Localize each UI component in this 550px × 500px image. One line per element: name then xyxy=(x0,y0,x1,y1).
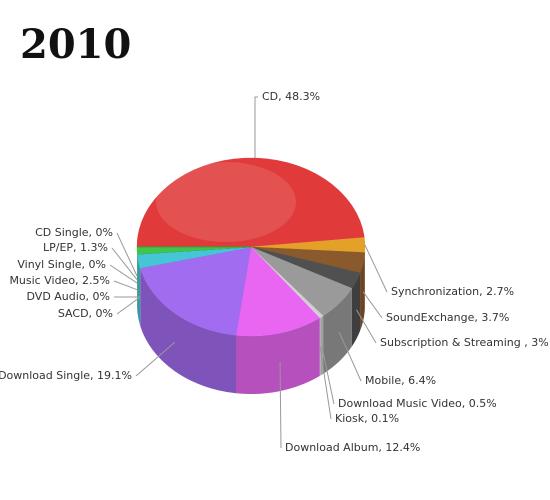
slice xyxy=(136,157,365,248)
slice-side xyxy=(236,318,320,394)
data-label: Kiosk, 0.1% xyxy=(335,412,399,425)
leader-line xyxy=(135,341,176,377)
slice-side xyxy=(360,252,365,331)
leader-line xyxy=(356,309,377,344)
slice xyxy=(139,246,252,336)
data-label: Music Video, 2.5% xyxy=(9,274,110,287)
data-label: CD, 48.3% xyxy=(262,90,320,103)
leader-line xyxy=(116,296,141,315)
data-label: DVD Audio, 0% xyxy=(27,290,110,303)
data-label: Download Album, 12.4% xyxy=(285,441,420,454)
chart-title: 2010 xyxy=(20,21,131,68)
leader-line xyxy=(362,291,383,319)
slice xyxy=(235,246,321,337)
slice-side xyxy=(140,268,237,394)
data-label: Download Music Video, 0.5% xyxy=(338,397,497,410)
leader-line xyxy=(364,244,388,293)
leader-line xyxy=(321,345,335,405)
data-label: SoundExchange, 3.7% xyxy=(386,311,509,324)
data-label: Vinyl Single, 0% xyxy=(17,258,106,271)
leader-line xyxy=(109,264,138,284)
leader-line xyxy=(113,280,139,291)
data-label: Subscription & Streaming , 3% xyxy=(380,336,549,349)
data-label: LP/EP, 1.3% xyxy=(43,241,108,254)
leader-line xyxy=(279,362,282,449)
leader-line xyxy=(116,232,138,277)
leader-line xyxy=(338,332,362,382)
slice-side xyxy=(137,254,141,327)
slice-side xyxy=(351,272,361,347)
leader-line xyxy=(111,247,138,280)
data-label: SACD, 0% xyxy=(58,307,113,320)
data-label: Mobile, 6.4% xyxy=(365,374,436,387)
data-label: Synchronization, 2.7% xyxy=(391,285,514,298)
data-label: Download Single, 19.1% xyxy=(0,369,132,382)
slice-side xyxy=(323,288,352,374)
highlight xyxy=(156,162,296,242)
leader-line xyxy=(254,96,258,158)
data-label: CD Single, 0% xyxy=(35,226,113,239)
slice-side xyxy=(319,317,321,377)
leader-line xyxy=(319,346,332,420)
